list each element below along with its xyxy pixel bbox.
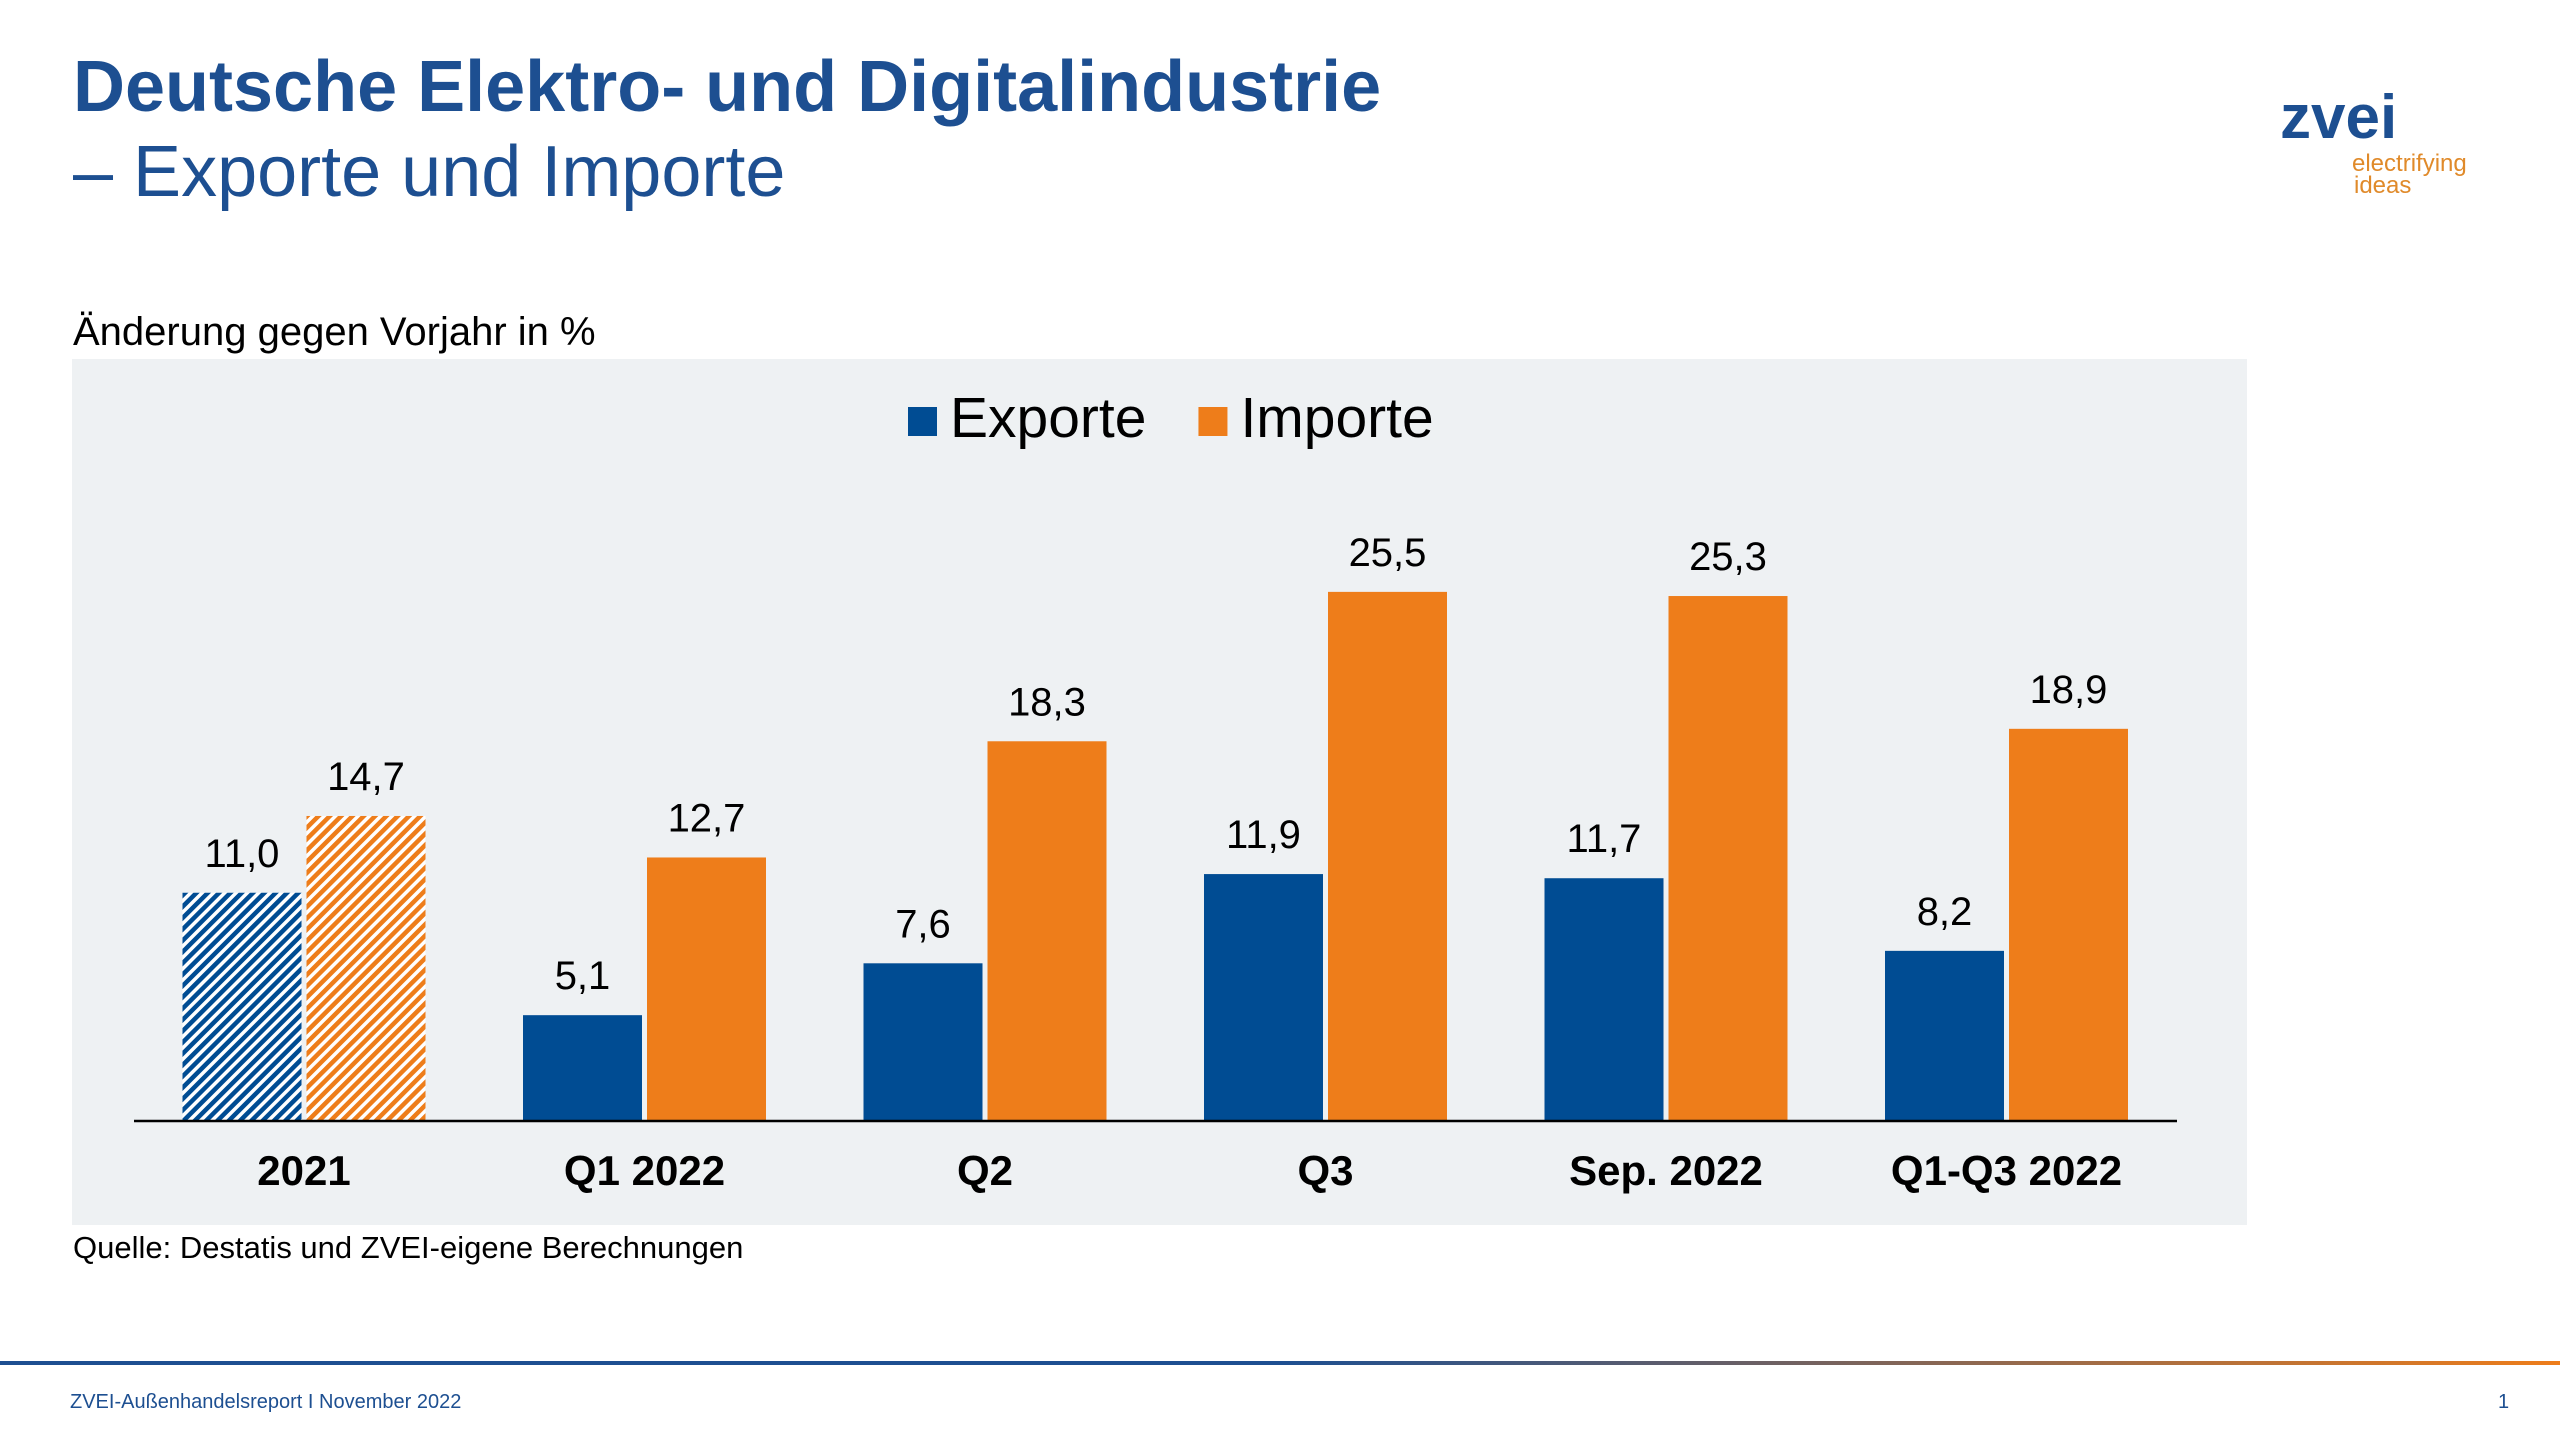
- bar: [1668, 596, 1788, 1121]
- logo-name: zvei: [2280, 83, 2397, 152]
- bar: [523, 1015, 642, 1121]
- x-tick-label: Q1-Q3 2022: [1891, 1147, 2122, 1194]
- bar: [647, 857, 766, 1121]
- value-label: 12,7: [668, 796, 746, 840]
- x-tick-label: 2021: [257, 1147, 350, 1194]
- bar: [182, 892, 302, 1121]
- bar: [306, 815, 426, 1121]
- x-tick-label: Q2: [957, 1147, 1013, 1194]
- value-label: 18,9: [2030, 668, 2108, 712]
- bar: [1204, 874, 1323, 1121]
- chart: Exporte Importe 2021 11,0 14,7 Q1 2022 5,1 12,7…: [182, 386, 2128, 1194]
- value-label: 7,6: [895, 902, 951, 946]
- value-label: 5,1: [555, 954, 611, 998]
- x-tick-label: Q3: [1297, 1147, 1353, 1194]
- logo-tagline: ideas: [2354, 172, 2411, 199]
- bar: [863, 963, 983, 1121]
- x-tick-label: Sep. 2022: [1569, 1147, 1763, 1194]
- footer-text: ZVEI-Außenhandelsreport I November 2022: [70, 1391, 461, 1413]
- bar: [1885, 950, 2004, 1121]
- value-label: 11,0: [205, 832, 280, 876]
- value-label: 18,3: [1008, 680, 1086, 724]
- footer-line: [0, 1361, 2560, 1365]
- plot-area: [72, 359, 2247, 1225]
- bar: [1544, 878, 1664, 1121]
- bar: [987, 741, 1107, 1121]
- subtitle: – Exporte und Importe: [73, 132, 785, 212]
- value-label: 14,7: [327, 755, 405, 799]
- legend-label: Importe: [1240, 386, 1433, 450]
- value-label: 25,3: [1689, 535, 1767, 579]
- value-label: 11,9: [1226, 813, 1301, 857]
- value-label: 8,2: [1917, 890, 1973, 934]
- legend-swatch: [908, 407, 937, 436]
- value-label: 11,7: [1567, 817, 1642, 861]
- legend-swatch: [1198, 407, 1228, 436]
- logo-tagline: electrifying: [2352, 150, 2467, 177]
- source: Quelle: Destatis und ZVEI-eigene Berechn…: [73, 1230, 743, 1265]
- title: Deutsche Elektro- und Digitalindustrie: [73, 47, 1381, 127]
- bar: [2009, 728, 2128, 1121]
- page-number: 1: [2498, 1391, 2509, 1413]
- chart-subtitle: Änderung gegen Vorjahr in %: [73, 310, 596, 354]
- value-label: 25,5: [1349, 531, 1427, 575]
- bar: [1328, 591, 1447, 1121]
- x-tick-label: Q1 2022: [564, 1147, 725, 1194]
- legend-label: Exporte: [950, 386, 1146, 450]
